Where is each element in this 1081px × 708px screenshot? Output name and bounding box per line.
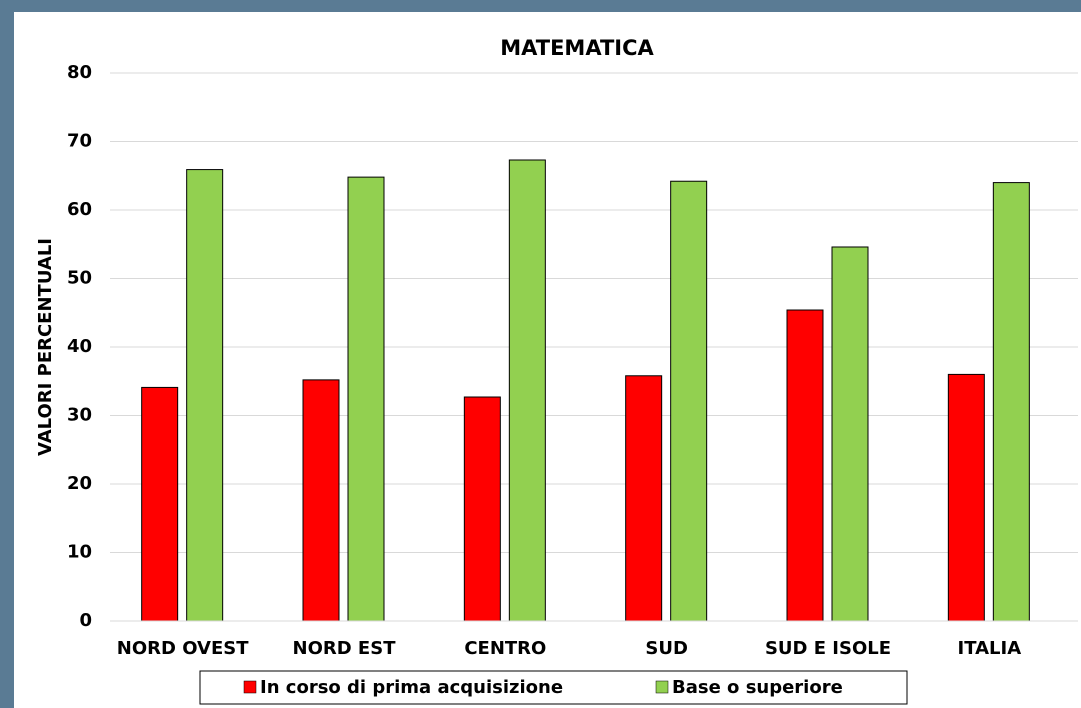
bar <box>670 180 708 622</box>
y-axis-label: VALORI PERCENTUALI <box>35 238 56 456</box>
y-tick-label: 60 <box>67 199 92 220</box>
y-tick-label: 50 <box>67 268 92 289</box>
y-tick-label: 20 <box>67 473 92 494</box>
bar <box>831 246 869 622</box>
x-tick-label: NORD EST <box>293 638 397 659</box>
bar <box>508 159 546 622</box>
y-tick-label: 30 <box>67 405 92 426</box>
legend-swatch <box>243 680 257 694</box>
chart-title: MATEMATICA <box>500 36 654 60</box>
bar <box>992 182 1030 622</box>
x-tick-label: NORD OVEST <box>117 638 249 659</box>
x-tick-label: ITALIA <box>958 638 1022 659</box>
bar <box>347 176 385 622</box>
y-tick-label: 80 <box>67 62 92 83</box>
x-tick-label: SUD E ISOLE <box>765 638 891 659</box>
bar <box>302 379 340 622</box>
x-tick-label: SUD <box>645 638 688 659</box>
y-tick-label: 70 <box>67 131 92 152</box>
y-tick-label: 10 <box>67 542 92 563</box>
legend <box>199 670 908 705</box>
bar <box>141 386 179 622</box>
bar <box>186 169 224 622</box>
y-tick-label: 40 <box>67 336 92 357</box>
y-tick-label: 0 <box>79 610 92 631</box>
bar <box>947 373 985 622</box>
bar <box>625 375 663 622</box>
legend-label: In corso di prima acquisizione <box>260 677 563 698</box>
x-tick-label: CENTRO <box>464 638 546 659</box>
bar <box>786 309 824 622</box>
legend-swatch <box>655 680 669 694</box>
bar <box>463 396 501 622</box>
legend-label: Base o superiore <box>672 677 843 698</box>
